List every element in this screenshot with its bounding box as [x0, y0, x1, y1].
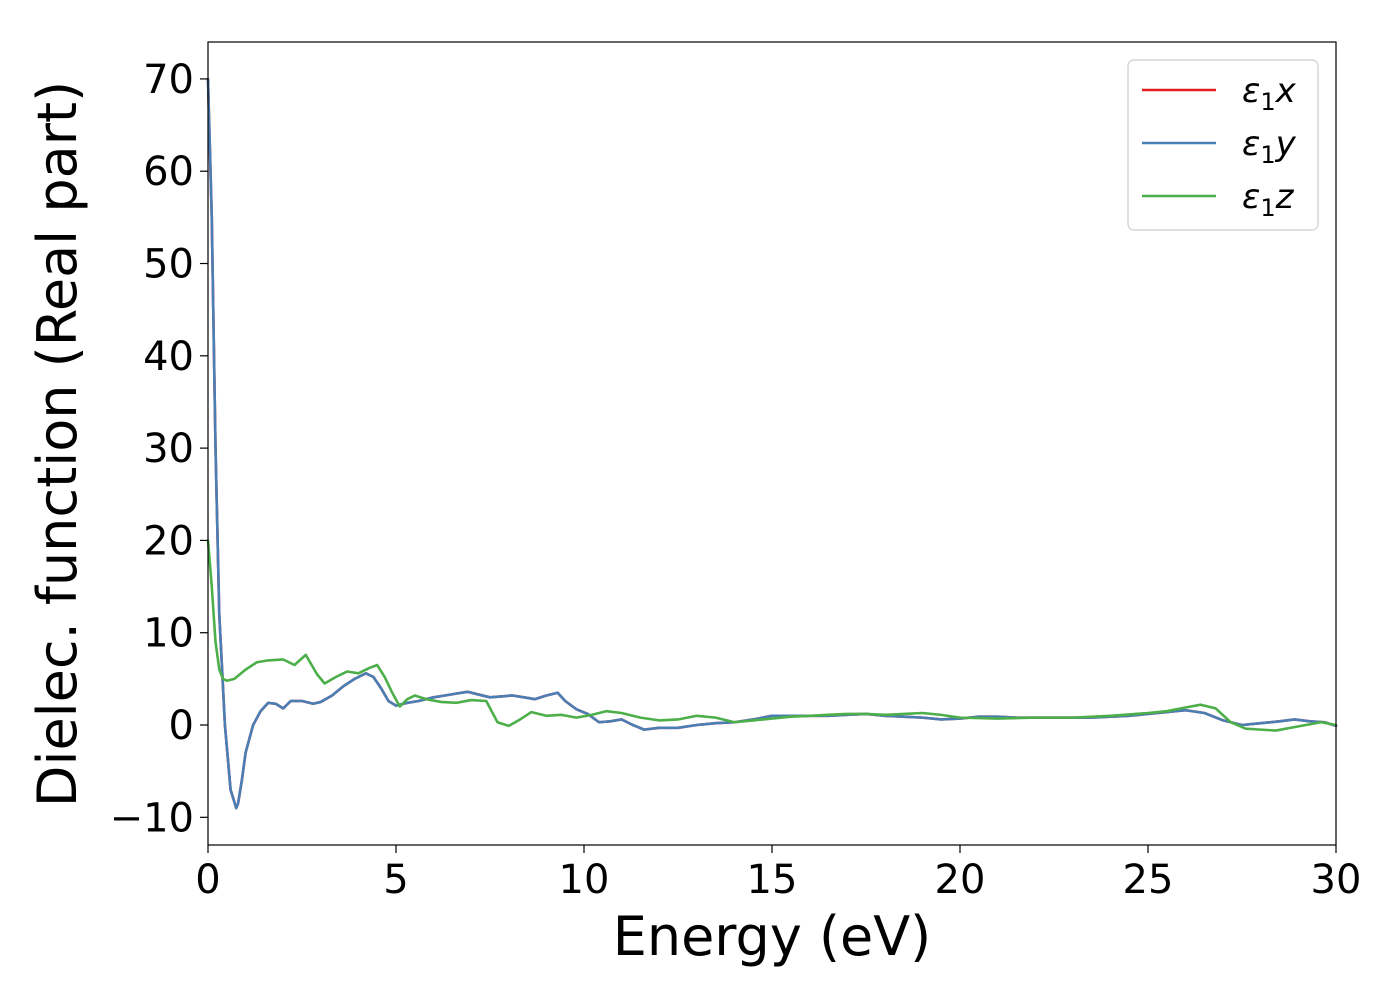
- y-tick-label: 40: [143, 334, 194, 380]
- x-tick-label: 0: [195, 857, 220, 903]
- y-tick-label: 60: [143, 149, 194, 195]
- y-tick-label: 0: [169, 703, 194, 749]
- y-axis-label: Dielec. function (Real part): [26, 81, 89, 807]
- legend-box: [1127, 59, 1319, 231]
- legend-entry-x: ε1x: [1242, 71, 1297, 116]
- x-tick-label: 20: [935, 857, 986, 903]
- y-tick-label: 10: [143, 611, 194, 657]
- legend-entry-y: ε1y: [1242, 124, 1297, 169]
- y-tick-label: 70: [143, 57, 194, 103]
- x-tick-label: 10: [559, 857, 610, 903]
- y-axis: −10 0 10 20 30 40 50 60 70: [110, 57, 208, 841]
- series-layer: [206, 77, 1338, 810]
- y-tick-label: −10: [110, 795, 194, 841]
- legend: ε1x ε1y ε1z: [1127, 59, 1319, 231]
- y-tick-label: 50: [143, 242, 194, 288]
- y-tick-label: 20: [143, 518, 194, 564]
- x-axis-label: Energy (eV): [613, 905, 932, 968]
- y-tick-label: 30: [143, 426, 194, 472]
- x-axis: 0 5 10 15 20 25 30: [195, 845, 1361, 903]
- x-tick-label: 15: [747, 857, 798, 903]
- x-tick-label: 5: [383, 857, 408, 903]
- x-tick-label: 25: [1123, 857, 1174, 903]
- series-line-z: [206, 539, 1338, 732]
- legend-entry-z: ε1z: [1242, 177, 1295, 222]
- x-tick-label: 30: [1311, 857, 1362, 903]
